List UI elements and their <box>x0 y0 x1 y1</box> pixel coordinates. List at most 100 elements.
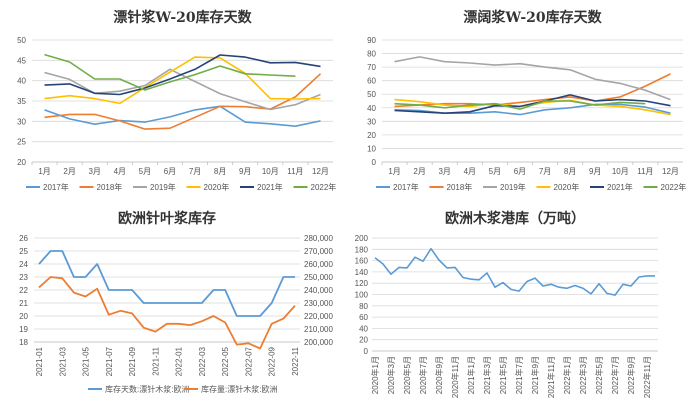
x-tick-label: 4月 <box>464 167 476 176</box>
y-tick-label: 0 <box>372 158 377 167</box>
x-tick-label: 2022-11 <box>291 346 300 375</box>
series-line-2019年 <box>394 56 671 101</box>
x-tick-label: 12月 <box>662 167 679 176</box>
legend-label: 2020年 <box>554 182 580 192</box>
y-tick-label: 30 <box>17 117 26 126</box>
x-tick-label: 2020年1月 <box>370 356 380 394</box>
series-line-2018年 <box>394 73 671 108</box>
x-tick-label: 2022年7月 <box>610 356 620 394</box>
x-tick-label: 2021-07 <box>105 346 114 376</box>
x-tick-label: 4月 <box>114 167 126 176</box>
y-tick-label: 50 <box>367 90 376 99</box>
chart-title: 漂阔浆W-20库存天数 <box>463 9 602 26</box>
legend-label: 2019年 <box>150 182 176 192</box>
chart-panel-bleached-hardwood-days: 漂阔浆W-20库存天数 0 10 20 30 40 50 60 70 80 90 1月 2月 3月 4月 5月… <box>350 0 700 200</box>
legend-label: 2021年 <box>607 182 633 192</box>
x-tick-label: 2021年1月 <box>466 356 476 394</box>
y-tick-label: 26 <box>19 234 28 243</box>
y-right-tick-label: 240,000 <box>304 286 333 295</box>
series-line-inventory-days <box>38 250 295 317</box>
x-tick-label: 2022-07 <box>244 346 253 376</box>
y-right-tick-label: 250,000 <box>304 273 333 282</box>
x-tick-label: 2020年9月 <box>434 356 444 394</box>
legend-label: 2022年 <box>661 182 687 192</box>
y-tick-label: 60 <box>367 77 376 86</box>
y-tick-label: 90 <box>367 36 376 45</box>
series-line-2018年 <box>44 73 322 130</box>
y-tick-label: 20 <box>17 158 26 167</box>
y-right-tick-label: 280,000 <box>304 234 333 243</box>
x-tick-label: 2022年3月 <box>578 356 588 394</box>
x-tick-label: 9月 <box>589 167 601 176</box>
x-tick-label: 2月 <box>413 167 425 176</box>
x-tick-label: 7月 <box>189 167 201 176</box>
x-tick-label: 2020年5月 <box>402 356 412 394</box>
x-tick-label: 2021年5月 <box>498 356 508 394</box>
y-tick-label: 120 <box>355 279 369 288</box>
y-tick-label: 24 <box>19 260 28 269</box>
chart-panel-europe-port-inventory: 欧洲木浆港库（万吨） 0 20 40 60 80 100 120 140 160 180 200 202… <box>350 205 700 407</box>
y-tick-label: 180 <box>355 245 369 254</box>
y-tick-label: 40 <box>367 104 376 113</box>
legend-label: 2019年 <box>500 182 526 192</box>
chart-bleached-softwood-days: 漂针浆W-20库存天数 20 25 30 35 40 45 50 1月 2月 3月 4月 5月 6月 7月 8… <box>17 9 336 192</box>
x-tick-label: 2022-09 <box>268 346 277 376</box>
y-right-tick-label: 220,000 <box>304 312 333 321</box>
y-tick-label: 60 <box>359 313 368 322</box>
y-tick-label: 21 <box>19 299 28 308</box>
series-line-2020年 <box>44 56 321 105</box>
x-tick-label: 2022年9月 <box>626 356 636 394</box>
legend-label: 2021年 <box>257 182 283 192</box>
x-tick-label: 11月 <box>287 167 303 176</box>
x-tick-label: 2021-11 <box>151 346 160 375</box>
x-tick-label: 2022-03 <box>198 346 207 376</box>
y-tick-label: 70 <box>367 63 376 72</box>
x-tick-label: 1月 <box>38 167 50 176</box>
x-tick-label: 2020年11月 <box>450 356 460 398</box>
chart-panel-bleached-softwood-days: 漂针浆W-20库存天数 20 25 30 35 40 45 50 1月 2月 3月 4月 5月 6月 7月 8… <box>0 0 350 200</box>
x-tick-label: 7月 <box>539 167 551 176</box>
x-tick-label: 2020年3月 <box>386 356 396 394</box>
series-line-2021年 <box>394 94 671 114</box>
x-tick-label: 5月 <box>139 167 151 176</box>
x-tick-label: 6月 <box>164 167 176 176</box>
y-tick-label: 50 <box>17 36 26 45</box>
series-line-2021年 <box>44 54 321 96</box>
legend-label: 2020年 <box>204 182 230 192</box>
y-tick-label: 25 <box>19 247 28 256</box>
y-tick-label: 10 <box>367 144 376 153</box>
x-tick-label: 2021年3月 <box>482 356 492 394</box>
x-tick-label: 10月 <box>262 167 279 176</box>
x-tick-label: 2020年7月 <box>418 356 428 394</box>
series-line-2022年 <box>44 53 296 91</box>
x-tick-label: 3月 <box>438 167 450 176</box>
series-line-2022年 <box>394 100 646 110</box>
x-tick-label: 8月 <box>564 167 576 176</box>
chart-europe-softwood-inventory: 欧洲针叶浆库存 18 19 20 21 22 23 24 25 26 200,000 210,000 2… <box>19 210 333 394</box>
y-tick-label: 40 <box>359 324 368 333</box>
x-tick-label: 2021-05 <box>82 346 91 376</box>
x-tick-label: 2021年11月 <box>546 356 556 398</box>
x-tick-label: 2022-05 <box>221 346 230 376</box>
x-tick-label: 8月 <box>214 167 226 176</box>
y-tick-label: 200 <box>355 234 369 243</box>
y-right-tick-label: 200,000 <box>304 338 333 347</box>
legend-label: 库存量:漂针木浆:欧洲 <box>201 384 277 394</box>
chart-panel-europe-softwood-inventory: 欧洲针叶浆库存 18 19 20 21 22 23 24 25 26 200,000 210,000 2… <box>0 205 350 407</box>
y-tick-label: 22 <box>19 286 28 295</box>
y-tick-label: 80 <box>359 302 368 311</box>
x-tick-label: 11月 <box>637 167 653 176</box>
y-tick-label: 160 <box>355 257 369 266</box>
x-tick-label: 3月 <box>88 167 100 176</box>
x-tick-label: 2021-01 <box>35 346 44 376</box>
y-tick-label: 23 <box>19 273 28 282</box>
y-tick-label: 19 <box>19 325 28 334</box>
y-tick-label: 30 <box>367 117 376 126</box>
x-tick-label: 12月 <box>312 167 329 176</box>
y-tick-label: 20 <box>359 336 368 345</box>
y-right-tick-label: 230,000 <box>304 299 333 308</box>
legend-label: 2017年 <box>43 182 69 192</box>
series-line-2017年 <box>44 105 321 127</box>
x-tick-label: 6月 <box>514 167 526 176</box>
x-tick-label: 5月 <box>489 167 501 176</box>
